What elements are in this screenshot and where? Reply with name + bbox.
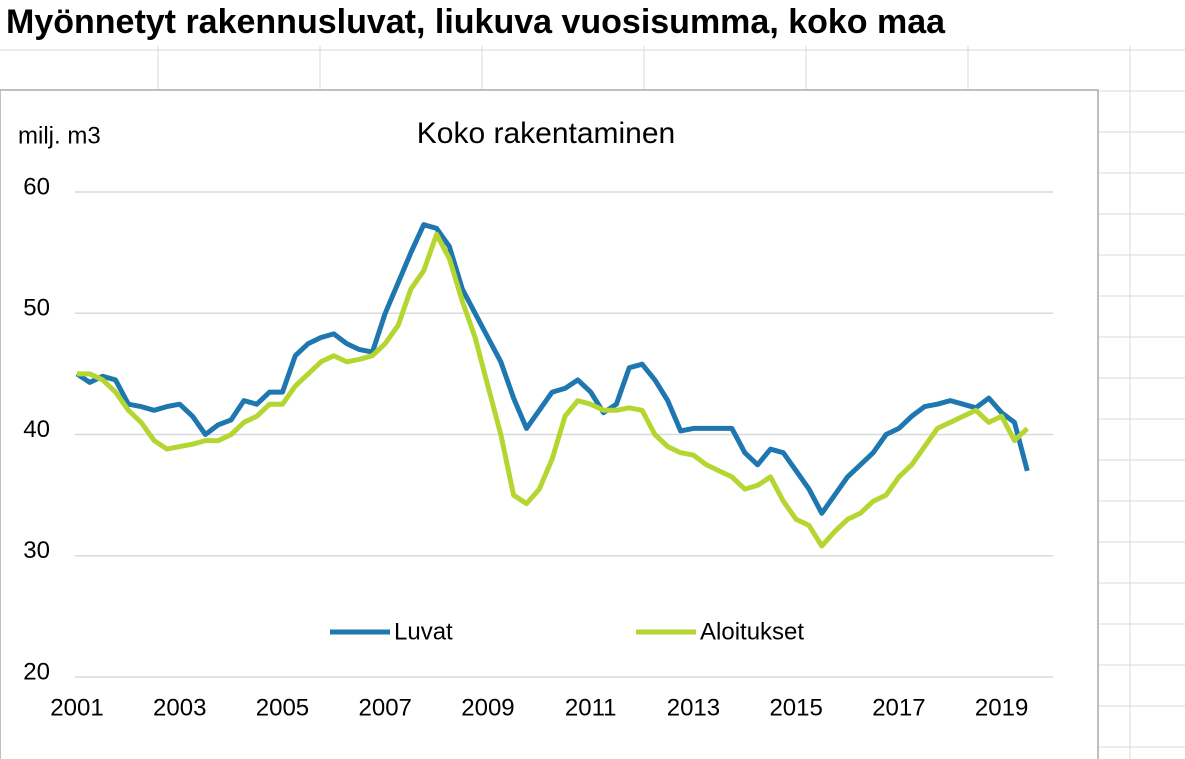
y-tick-label: 20 [23, 658, 50, 685]
x-tick-label: 2005 [256, 694, 309, 721]
y-tick-label: 50 [23, 295, 50, 322]
y-tick-label: 60 [23, 173, 50, 200]
series-line [77, 231, 1030, 549]
heading: Myönnetyt rakennusluvat, liukuva vuosisu… [6, 3, 946, 41]
y-tick-label: 30 [23, 537, 50, 564]
x-tick-label: 2019 [975, 694, 1028, 721]
x-tick-label: 2009 [461, 694, 514, 721]
x-tick-label: 2011 [565, 694, 617, 721]
x-tick-label: 2015 [769, 694, 822, 721]
x-tick-label: 2001 [50, 694, 103, 721]
x-tick-label: 2003 [153, 694, 206, 721]
series-line [75, 222, 1030, 516]
chart-title: Koko rakentaminen [417, 117, 676, 150]
x-tick-label: 2013 [667, 694, 720, 721]
x-tick-label: 2007 [359, 694, 412, 721]
legend-label: Aloitukset [700, 618, 804, 645]
x-tick-label: 2017 [872, 694, 925, 721]
plot: 20 30 40 50 60 2001 2003 2005 2007 2009 2011 2013 20… [23, 173, 1053, 721]
legend-label: Luvat [394, 618, 453, 645]
y-tick-label: 40 [23, 416, 50, 443]
y-axis-label: milj. m3 [18, 122, 101, 149]
chart-frame [0, 89, 1099, 759]
